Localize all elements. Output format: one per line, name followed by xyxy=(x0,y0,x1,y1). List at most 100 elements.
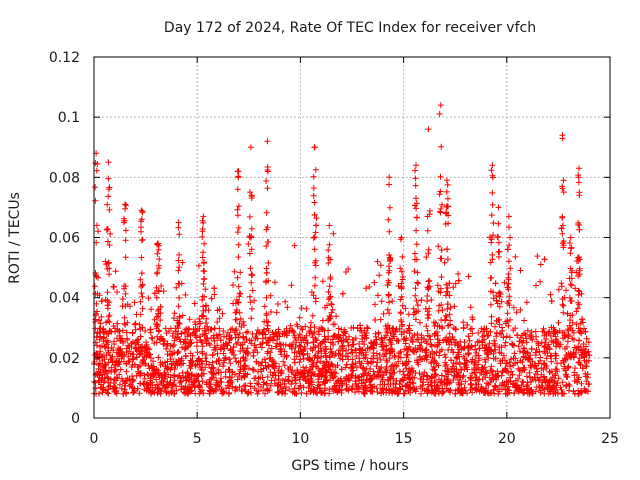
data-point xyxy=(490,220,497,226)
data-point xyxy=(368,387,375,394)
data-point xyxy=(490,289,497,296)
data-point xyxy=(326,294,333,301)
data-point xyxy=(443,281,450,288)
data-point xyxy=(523,373,530,380)
data-point xyxy=(489,189,496,196)
data-point xyxy=(343,386,350,393)
data-point xyxy=(477,369,483,376)
data-point xyxy=(179,369,186,376)
data-point xyxy=(343,269,349,275)
data-point xyxy=(230,282,236,289)
data-point xyxy=(374,292,381,299)
data-point xyxy=(184,369,191,376)
data-point xyxy=(327,293,334,300)
data-point xyxy=(464,359,470,366)
data-point xyxy=(112,325,118,332)
data-point xyxy=(586,381,593,388)
data-point xyxy=(138,207,145,214)
data-point xyxy=(240,318,247,325)
data-point xyxy=(200,249,207,256)
data-point xyxy=(505,322,512,329)
data-point xyxy=(215,357,222,364)
data-point xyxy=(467,304,474,311)
data-point xyxy=(386,174,393,181)
data-point xyxy=(171,366,178,372)
data-point xyxy=(196,316,203,322)
data-point xyxy=(149,365,156,372)
data-point xyxy=(264,224,271,231)
data-point xyxy=(508,356,515,363)
data-point xyxy=(117,350,123,357)
data-point xyxy=(465,350,472,357)
data-point xyxy=(93,333,100,340)
data-point xyxy=(211,325,218,332)
data-point xyxy=(430,319,437,326)
data-point xyxy=(578,380,585,387)
data-point xyxy=(308,289,315,296)
data-point xyxy=(99,364,106,371)
data-point xyxy=(263,209,270,216)
data-point xyxy=(305,379,312,386)
x-tick-label: 10 xyxy=(291,431,309,447)
data-point xyxy=(243,349,250,356)
data-point xyxy=(285,378,292,385)
data-point xyxy=(241,322,247,329)
data-point xyxy=(175,303,182,310)
data-point xyxy=(335,350,342,357)
data-point xyxy=(564,326,571,333)
data-point xyxy=(491,383,498,390)
data-point xyxy=(428,374,435,381)
data-point xyxy=(137,344,144,351)
data-point xyxy=(555,286,562,293)
data-point xyxy=(105,186,112,193)
data-point xyxy=(567,234,574,241)
data-point xyxy=(418,297,425,304)
data-point xyxy=(226,336,233,343)
data-point xyxy=(153,314,160,320)
data-point xyxy=(547,291,554,298)
data-point xyxy=(399,276,406,283)
data-point xyxy=(495,239,502,246)
data-point xyxy=(576,226,583,233)
data-point xyxy=(275,382,282,389)
data-point xyxy=(207,326,214,333)
data-point xyxy=(312,166,319,173)
data-point xyxy=(203,351,210,358)
data-point xyxy=(380,347,387,354)
data-point xyxy=(310,185,317,192)
data-point xyxy=(575,172,582,179)
data-point xyxy=(450,377,457,383)
data-point xyxy=(301,334,308,341)
data-point xyxy=(378,390,385,397)
data-point xyxy=(315,328,322,335)
data-point xyxy=(237,269,244,276)
data-point xyxy=(404,372,411,379)
data-point xyxy=(385,269,392,276)
data-point xyxy=(161,369,168,376)
data-point xyxy=(515,343,522,350)
data-point xyxy=(575,287,582,294)
data-point xyxy=(529,336,536,343)
data-point xyxy=(566,294,573,301)
data-point xyxy=(211,344,218,351)
data-point xyxy=(149,335,156,342)
data-point xyxy=(263,178,270,184)
data-point xyxy=(437,289,444,296)
data-point xyxy=(339,343,346,350)
data-point xyxy=(111,366,118,373)
data-point xyxy=(199,233,206,240)
data-point xyxy=(367,366,374,372)
data-point xyxy=(517,357,524,364)
data-point xyxy=(444,376,451,382)
data-point xyxy=(318,324,325,331)
data-point xyxy=(330,321,337,328)
data-point xyxy=(198,366,205,373)
data-point xyxy=(244,345,251,352)
data-point xyxy=(482,359,489,365)
data-point xyxy=(287,364,294,370)
data-point xyxy=(417,319,423,326)
data-point xyxy=(241,363,248,370)
data-point xyxy=(563,352,570,358)
data-point xyxy=(438,372,445,379)
data-point xyxy=(571,369,578,376)
